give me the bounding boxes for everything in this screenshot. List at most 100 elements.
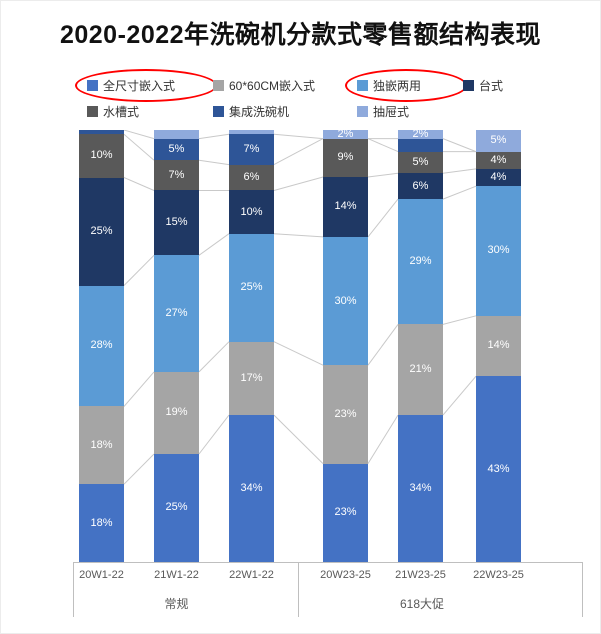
legend-color-swatch [357, 80, 368, 91]
bar-segment: 2% [323, 127, 368, 140]
data-label: 21% [409, 363, 432, 376]
data-label: 9% [337, 151, 354, 164]
bar-22W1-22: 7% 6% 10% 25% 17% 34% [229, 130, 274, 562]
data-label: 23% [334, 407, 357, 420]
bar-segment: 10% [229, 190, 274, 234]
legend-item-3: 独嵌两用 [345, 69, 467, 102]
legend-color-swatch [213, 106, 224, 117]
page-title: 2020-2022年洗碗机分款式零售额结构表现 [59, 21, 542, 49]
bar-21W1-22: 5% 7% 15% 27% 19% 25% [154, 130, 199, 562]
axis-category-label: 21W23-25 [395, 569, 446, 581]
legend-label: 全尺寸嵌入式 [103, 79, 176, 93]
data-label: 30% [334, 294, 357, 307]
bar-21W23-25: 2% 5% 6% 29% 21% 34% [398, 127, 443, 562]
data-label: 30% [487, 244, 510, 257]
axis-separator [73, 563, 74, 617]
data-label: 34% [240, 482, 263, 495]
legend-color-swatch [357, 106, 368, 117]
data-label: 28% [90, 339, 113, 352]
data-label: 4% [490, 153, 507, 166]
data-label: 7% [243, 142, 260, 155]
legend-label: 抽屉式 [373, 105, 410, 119]
bar-segment: 7% [154, 160, 199, 191]
bar-segment: 14% [476, 315, 521, 377]
bar-segment: 6% [398, 173, 443, 200]
legend-item-2: 60*60CM嵌入式 [213, 77, 357, 94]
data-label: 43% [487, 462, 510, 475]
legend-label: 水槽式 [103, 105, 140, 119]
bar-20W1-22: 10% 25% 28% 18% 18% [79, 130, 124, 562]
bar-segment: 30% [323, 236, 368, 366]
plot-area: 10% 25% 28% 18% 18% 5% 7% 15% 27% 19% 25% 7% 6% 10% 25… [73, 127, 583, 562]
bar-segment: 34% [229, 415, 274, 562]
data-label: 5% [490, 134, 507, 147]
bar-20W23-25: 2% 9% 14% 30% 23% 23% [323, 127, 368, 562]
legend: 全尺寸嵌入式 60*60CM嵌入式 独嵌两用 台式水槽式 集成洗碗机 抽屉式 [75, 69, 600, 120]
bar-segment: 10% [79, 134, 124, 178]
bar-segment: 5% [154, 138, 199, 161]
axis-category-label: 22W23-25 [473, 569, 524, 581]
bar-segment: 4% [476, 151, 521, 169]
data-label: 25% [90, 225, 113, 237]
legend-label: 60*60CM嵌入式 [229, 79, 316, 93]
data-label: 6% [412, 179, 429, 192]
data-label: 2% [412, 127, 429, 140]
bar-segment: 27% [154, 255, 199, 372]
data-label: 2% [337, 127, 354, 140]
bar-segment [154, 130, 199, 139]
data-label: 27% [165, 307, 188, 320]
legend-color-swatch [87, 106, 98, 117]
data-label: 14% [334, 200, 357, 213]
axis-category-label: 21W1-22 [154, 569, 199, 581]
bar-segment: 7% [229, 134, 274, 165]
axis-separator [298, 563, 299, 617]
legend-item-7: 抽屉式 [357, 103, 463, 120]
bar-segment: 23% [323, 463, 368, 562]
bar-segment: 18% [79, 484, 124, 562]
bar-segment: 9% [323, 138, 368, 178]
legend-label: 独嵌两用 [373, 79, 422, 93]
legend-label: 台式 [479, 79, 504, 93]
axis-category-label: 22W1-22 [229, 569, 274, 581]
legend-item-5: 水槽式 [87, 103, 213, 120]
bar-segment: 15% [154, 190, 199, 256]
legend-color-swatch [87, 80, 98, 91]
data-label: 10% [90, 149, 113, 162]
data-label: 25% [240, 281, 263, 294]
axis-category-label: 20W1-22 [79, 569, 124, 581]
legend-label: 集成洗碗机 [229, 105, 290, 119]
bar-segment: 43% [476, 376, 521, 562]
data-label: 4% [490, 170, 507, 183]
data-label: 15% [165, 216, 188, 229]
data-label: 29% [409, 255, 432, 268]
connector-lines [123, 130, 477, 485]
bar-segment [229, 130, 274, 135]
x-axis: 20W1-22 21W1-22 22W1-22 20W23-25 21W23-25 22W… [73, 562, 583, 617]
data-label: 25% [165, 501, 188, 514]
data-label: 10% [240, 205, 263, 218]
bar-segment: 5% [476, 130, 521, 152]
legend-item-6: 集成洗碗机 [213, 103, 357, 120]
axis-separator [582, 563, 583, 617]
data-label: 34% [409, 482, 432, 494]
bar-segment [79, 130, 124, 135]
bar-segment [398, 138, 443, 152]
bar-segment: 5% [398, 151, 443, 174]
data-label: 23% [334, 506, 357, 519]
bar-segment: 28% [79, 285, 124, 407]
bar-segment: 17% [229, 341, 274, 416]
legend-color-swatch [213, 80, 224, 91]
bar-segment: 18% [79, 406, 124, 485]
data-label: 17% [240, 371, 263, 384]
bar-segment: 30% [476, 186, 521, 316]
legend-item-1: 全尺寸嵌入式 [75, 69, 217, 102]
axis-group-label: 618大促 [399, 597, 445, 611]
data-label: 7% [168, 168, 185, 181]
bar-segment: 19% [154, 371, 199, 454]
legend-item-4: 台式 [463, 77, 525, 94]
bar-segment: 6% [229, 164, 274, 191]
bar-segment: 21% [398, 324, 443, 416]
data-label: 5% [168, 142, 185, 155]
bar-segment: 25% [154, 453, 199, 562]
